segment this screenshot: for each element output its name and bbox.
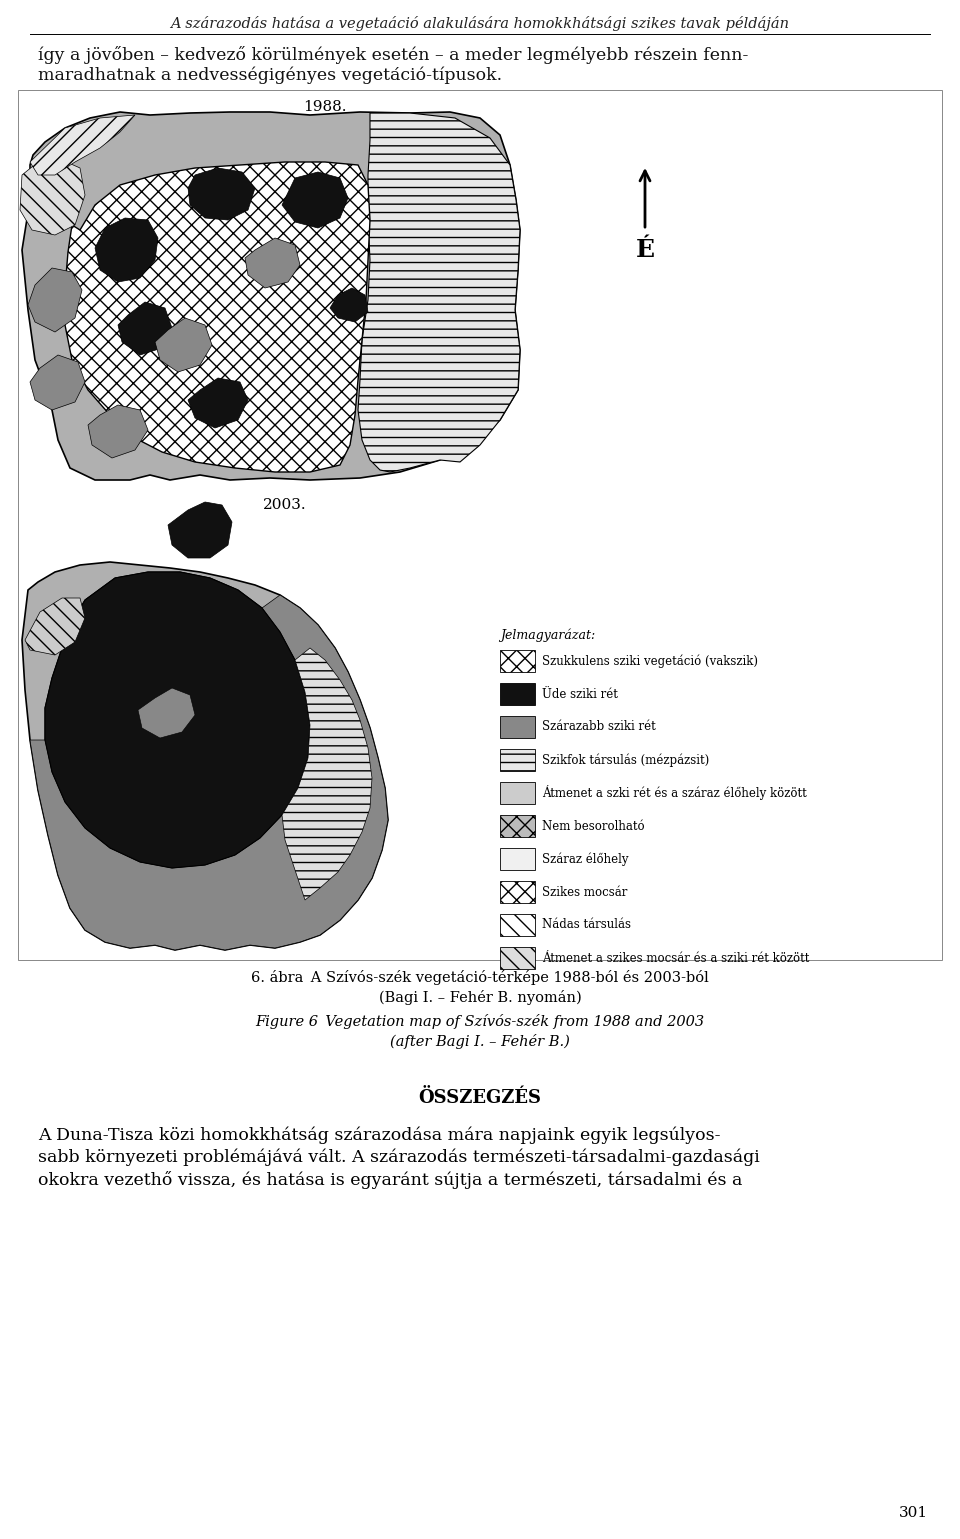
FancyBboxPatch shape — [500, 848, 535, 870]
Polygon shape — [30, 115, 135, 175]
Text: A Duna-Tisza közi homokkhátság szárazodása mára napjaink egyik legsúlyos-: A Duna-Tisza közi homokkhátság szárazodá… — [38, 1127, 721, 1145]
Polygon shape — [22, 112, 520, 480]
Polygon shape — [330, 288, 368, 322]
Polygon shape — [282, 648, 372, 900]
Text: Szárazabb sziki rét: Szárazabb sziki rét — [542, 720, 656, 734]
Polygon shape — [30, 356, 85, 409]
FancyBboxPatch shape — [500, 880, 535, 903]
Text: Figure 6 Vegetation map of Szívós-szék from 1988 and 2003: Figure 6 Vegetation map of Szívós-szék f… — [255, 1014, 705, 1030]
FancyBboxPatch shape — [500, 914, 535, 936]
Polygon shape — [45, 573, 310, 868]
Text: Nádas társulás: Nádas társulás — [542, 919, 631, 931]
Text: Szikfok társulás (mézpázsit): Szikfok társulás (mézpázsit) — [542, 753, 709, 766]
Text: ÖSSZEGZÉS: ÖSSZEGZÉS — [419, 1090, 541, 1107]
Polygon shape — [282, 172, 348, 228]
FancyBboxPatch shape — [500, 716, 535, 739]
Polygon shape — [188, 168, 255, 220]
Polygon shape — [245, 239, 300, 288]
Text: É: É — [636, 239, 655, 262]
Polygon shape — [45, 573, 310, 868]
Polygon shape — [168, 502, 232, 559]
Polygon shape — [138, 688, 195, 739]
FancyBboxPatch shape — [500, 683, 535, 705]
Text: Átmenet a szikes mocsár és a sziki rét között: Átmenet a szikes mocsár és a sziki rét k… — [542, 951, 809, 965]
Polygon shape — [20, 160, 85, 235]
Polygon shape — [88, 405, 148, 459]
Text: (after Bagi I. – Fehér B.): (after Bagi I. – Fehér B.) — [390, 1034, 570, 1050]
Text: Szukkulens sziki vegetáció (vakszik): Szukkulens sziki vegetáció (vakszik) — [542, 654, 758, 668]
Polygon shape — [65, 162, 370, 472]
Text: Átmenet a szki rét és a száraz élőhely között: Átmenet a szki rét és a száraz élőhely k… — [542, 785, 806, 800]
Text: okokra vezethő vissza, és hatása is egyaránt sújtja a természeti, társadalmi és : okokra vezethő vissza, és hatása is egya… — [38, 1171, 742, 1190]
FancyBboxPatch shape — [500, 816, 535, 837]
Text: sabb környezeti problémájává vált. A szárazodás természeti-társadalmi-gazdasági: sabb környezeti problémájává vált. A szá… — [38, 1150, 759, 1167]
Polygon shape — [358, 112, 520, 472]
Text: 6. ábra A Szívós-szék vegetáció-térképe 1988-ból és 2003-ból: 6. ábra A Szívós-szék vegetáció-térképe… — [252, 970, 708, 985]
Text: 301: 301 — [899, 1507, 928, 1521]
Polygon shape — [28, 268, 82, 332]
Text: Jelmagyarázat:: Jelmagyarázat: — [500, 628, 595, 642]
Polygon shape — [118, 302, 172, 356]
Text: 1988.: 1988. — [303, 100, 347, 114]
FancyBboxPatch shape — [18, 89, 942, 960]
Text: (Bagi I. – Fehér B. nyomán): (Bagi I. – Fehér B. nyomán) — [378, 990, 582, 1005]
Polygon shape — [30, 596, 388, 950]
Text: így a jövőben – kedvező körülmények esetén – a meder legmélyebb részein fenn-: így a jövőben – kedvező körülmények eset… — [38, 46, 749, 65]
FancyBboxPatch shape — [500, 649, 535, 673]
FancyBboxPatch shape — [500, 946, 535, 970]
Text: Üde sziki rét: Üde sziki rét — [542, 688, 618, 700]
FancyBboxPatch shape — [500, 782, 535, 803]
Polygon shape — [188, 379, 248, 428]
Polygon shape — [22, 562, 388, 950]
Text: Szikes mocsár: Szikes mocsár — [542, 885, 628, 899]
Text: maradhatnak a nedvességigényes vegetáció-típusok.: maradhatnak a nedvességigényes vegetáci… — [38, 66, 502, 83]
Text: A szárazodás hatása a vegetaáció alakulására homokkhátsági szikes tavak példáján: A szárazodás hatása a vegetaáció alakulá… — [171, 15, 789, 31]
Text: Nem besorolható: Nem besorolható — [542, 819, 644, 833]
Polygon shape — [25, 599, 85, 656]
Polygon shape — [155, 319, 212, 372]
Polygon shape — [95, 219, 158, 282]
Text: 2003.: 2003. — [263, 499, 307, 512]
FancyBboxPatch shape — [500, 749, 535, 771]
Text: Száraz élőhely: Száraz élőhely — [542, 853, 629, 866]
